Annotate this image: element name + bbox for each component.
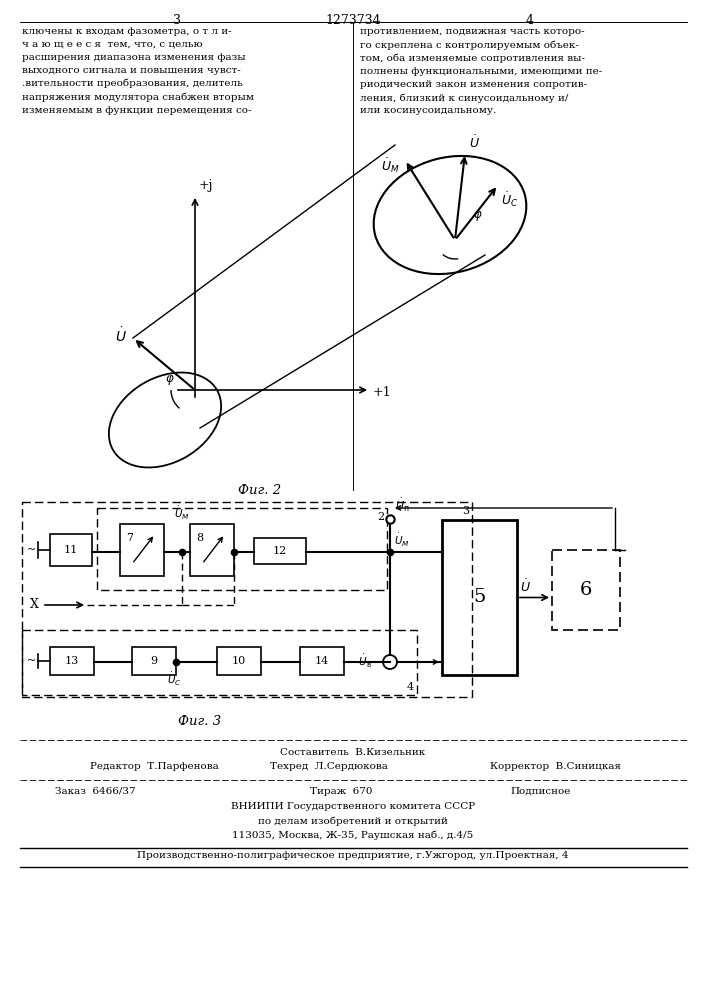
Text: 3: 3 xyxy=(173,14,181,27)
Text: $\dot{U}$: $\dot{U}$ xyxy=(520,579,531,595)
Text: 4: 4 xyxy=(407,682,414,692)
Text: ~: ~ xyxy=(28,545,37,555)
Text: $\dot{U}_M$: $\dot{U}_M$ xyxy=(174,505,190,522)
Text: ключены к входам фазометра, о т л и-
ч а ю щ е е с я  тем, что, с целью
расширен: ключены к входам фазометра, о т л и- ч а… xyxy=(22,27,254,115)
Text: 113035, Москва, Ж-35, Раушская наб., д.4/5: 113035, Москва, Ж-35, Раушская наб., д.4… xyxy=(233,830,474,840)
Text: 5: 5 xyxy=(473,588,486,606)
Text: Тираж  670: Тираж 670 xyxy=(310,787,373,796)
Text: Заказ  6466/37: Заказ 6466/37 xyxy=(55,787,136,796)
Text: 6: 6 xyxy=(580,581,592,599)
Text: $\dot{U}$: $\dot{U}$ xyxy=(115,327,127,345)
Text: Подписное: Подписное xyxy=(510,787,571,796)
Text: 7: 7 xyxy=(127,533,134,543)
Text: $\dot{U}_M$: $\dot{U}_M$ xyxy=(381,156,400,175)
Text: противлением, подвижная часть которо-
го скреплена с контролируемым объек-
том, : противлением, подвижная часть которо- го… xyxy=(360,27,602,115)
Text: 9: 9 xyxy=(151,656,158,666)
Text: ВНИИПИ Государственного комитета СССР: ВНИИПИ Государственного комитета СССР xyxy=(231,802,475,811)
Text: ~: ~ xyxy=(28,656,37,666)
Text: $\dot{U}$: $\dot{U}$ xyxy=(469,134,480,151)
Text: 11: 11 xyxy=(64,545,78,555)
Text: Фиг. 2: Фиг. 2 xyxy=(238,484,281,497)
Text: $\varphi$: $\varphi$ xyxy=(473,209,483,223)
Text: $\dot{U}_C$: $\dot{U}_C$ xyxy=(167,671,182,688)
Text: 4: 4 xyxy=(526,14,534,27)
Text: $-\dot{U}_\text{в}$: $-\dot{U}_\text{в}$ xyxy=(350,652,372,670)
Text: $\dot{U}_C$: $\dot{U}_C$ xyxy=(501,190,518,209)
Text: $\varphi$: $\varphi$ xyxy=(165,373,175,387)
Text: Редактор  Т.Парфенова: Редактор Т.Парфенова xyxy=(90,762,218,771)
Text: 10: 10 xyxy=(232,656,246,666)
Text: $\dot{U}_M$: $\dot{U}_M$ xyxy=(394,532,410,549)
Text: Корректор  В.Синицкая: Корректор В.Синицкая xyxy=(490,762,621,771)
Text: Производственно-полиграфическое предприятие, г.Ужгород, ул.Проектная, 4: Производственно-полиграфическое предприя… xyxy=(137,851,568,860)
Text: 12: 12 xyxy=(273,546,287,556)
Text: Составитель  В.Кизельник: Составитель В.Кизельник xyxy=(281,748,426,757)
Text: 3: 3 xyxy=(462,506,469,516)
Text: 1273734: 1273734 xyxy=(325,14,381,27)
Text: $\dot{U}_\text{п}$: $\dot{U}_\text{п}$ xyxy=(395,497,409,514)
Text: +j: +j xyxy=(199,179,214,192)
Text: X: X xyxy=(30,598,38,611)
Text: +1: +1 xyxy=(373,385,392,398)
Text: 14: 14 xyxy=(315,656,329,666)
Text: 2: 2 xyxy=(377,512,384,522)
Text: Фиг. 3: Фиг. 3 xyxy=(178,715,221,728)
Text: 13: 13 xyxy=(65,656,79,666)
Text: Техред  Л.Сердюкова: Техред Л.Сердюкова xyxy=(270,762,388,771)
Text: по делам изобретений и открытий: по делам изобретений и открытий xyxy=(258,816,448,826)
Text: 8: 8 xyxy=(197,533,204,543)
